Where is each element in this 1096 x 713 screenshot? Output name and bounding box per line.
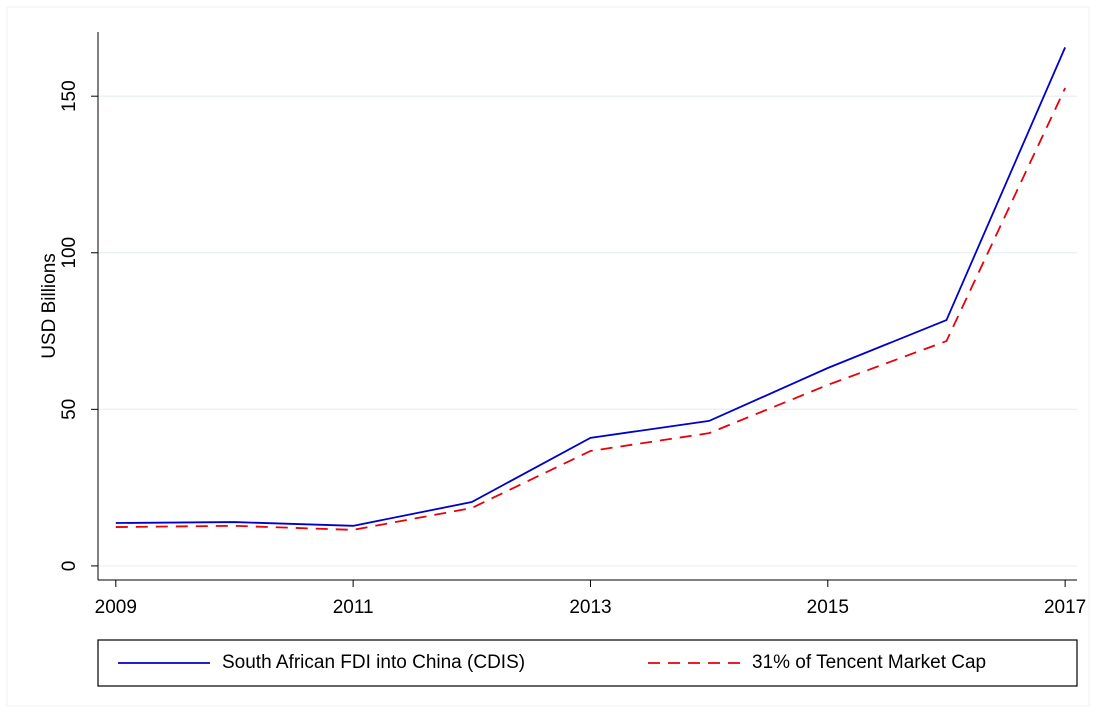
series-line bbox=[115, 87, 1066, 531]
x-tick-label: 2009 bbox=[95, 597, 137, 618]
x-tick-label: 2011 bbox=[333, 597, 374, 618]
y-tick-label: 150 bbox=[59, 80, 80, 112]
y-axis-title: USD Billions bbox=[39, 253, 60, 359]
legend-label: South African FDI into China (CDIS) bbox=[222, 652, 525, 673]
x-tick-label: 2013 bbox=[569, 597, 611, 618]
chart-frame bbox=[6, 6, 1090, 707]
y-tick-label: 0 bbox=[59, 561, 80, 572]
series-line bbox=[115, 46, 1066, 527]
y-tick-label: 50 bbox=[59, 399, 80, 420]
legend bbox=[97, 639, 1078, 687]
y-tick-label: 100 bbox=[59, 237, 80, 269]
legend-label: 31% of Tencent Market Cap bbox=[752, 652, 986, 673]
x-tick-label: 2017 bbox=[1044, 597, 1086, 618]
x-tick-label: 2015 bbox=[807, 597, 849, 618]
